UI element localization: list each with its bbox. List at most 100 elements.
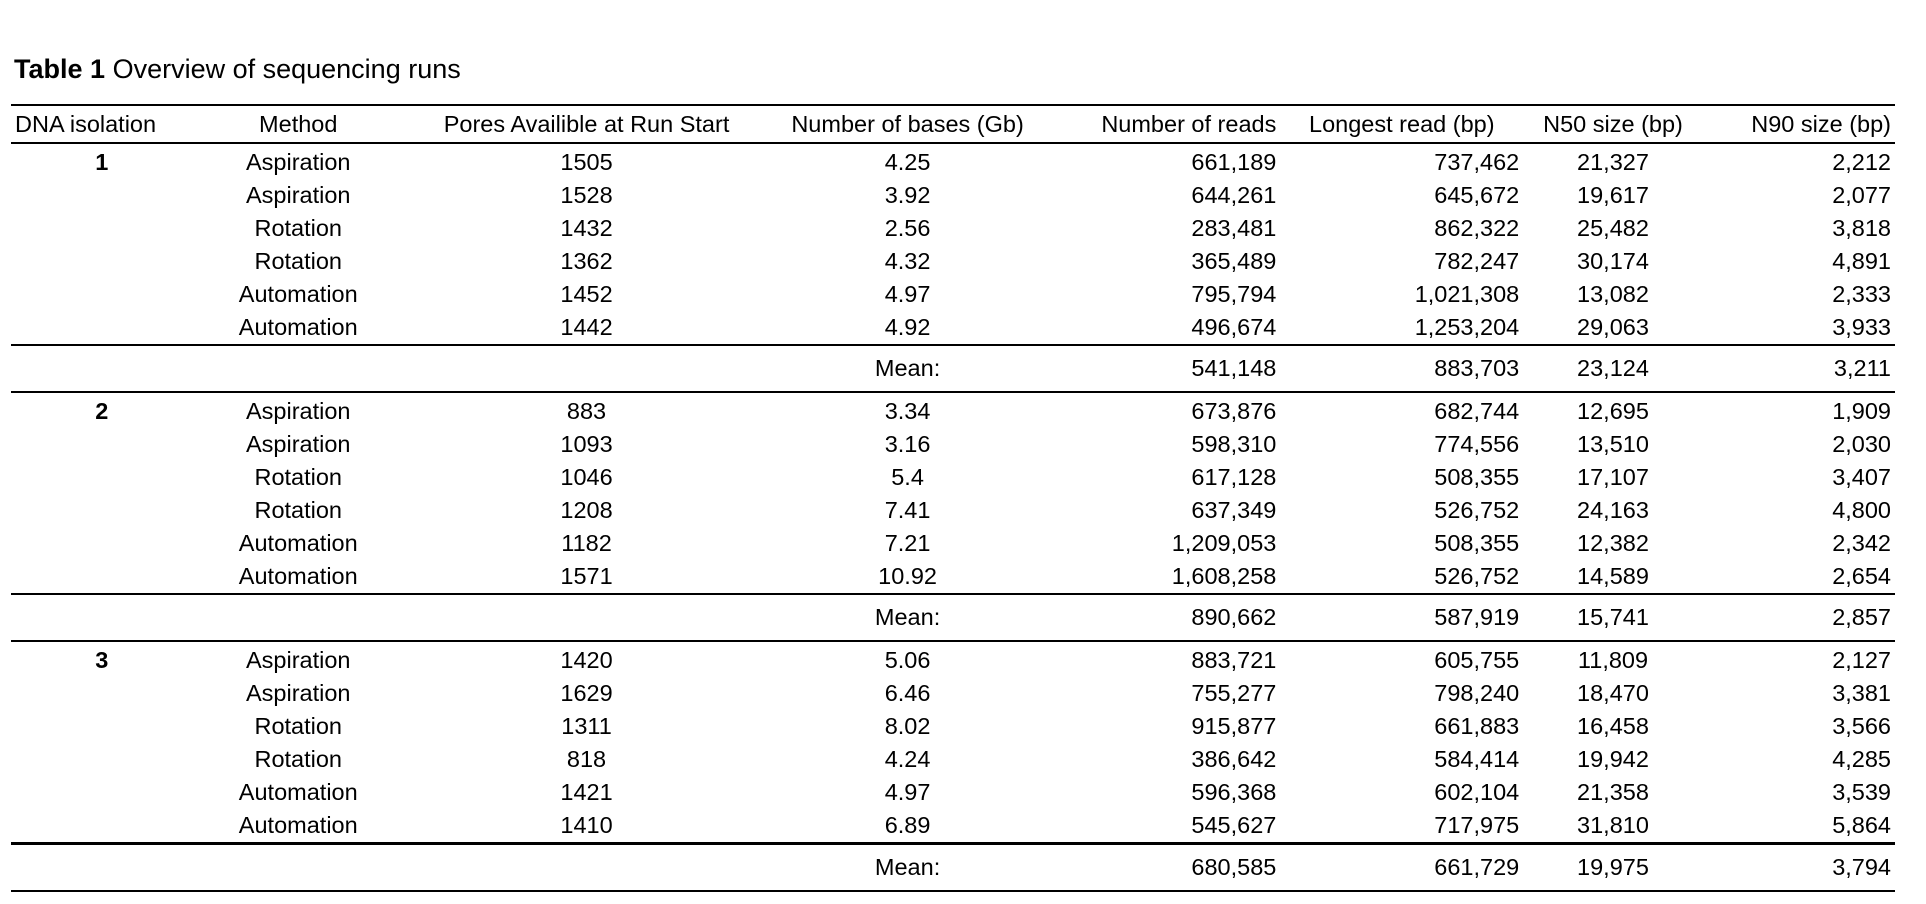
n90-cell: 3,818 <box>1832 215 1891 241</box>
mean-blank <box>192 842 404 892</box>
pores-cell: 1362 <box>560 248 613 274</box>
n90-cell: 3,381 <box>1832 680 1891 706</box>
isolation-blank <box>11 527 193 560</box>
mean-row: Mean: 680,585 661,729 19,975 3,794 <box>11 842 1895 892</box>
mean-n50: 15,741 <box>1523 593 1703 642</box>
bases-cell: 4.97 <box>884 281 931 307</box>
reads-cell: 496,674 <box>1191 314 1277 340</box>
table-row: Rotation 1046 5.4 617,128 508,355 17,107… <box>11 461 1895 494</box>
isolation-group-2: 2 Aspiration 883 3.34 673,876 682,744 12… <box>11 392 1895 642</box>
bases-cell: 4.24 <box>884 746 931 772</box>
table-row: Automation 1182 7.21 1,209,053 508,355 1… <box>11 527 1895 560</box>
longest-read-cell: 602,104 <box>1434 779 1520 805</box>
table-row: 1 Aspiration 1505 4.25 661,189 737,462 2… <box>11 143 1895 179</box>
mean-longest-read: 883,703 <box>1280 344 1524 393</box>
isolation-blank <box>11 677 193 710</box>
n50-cell: 31,810 <box>1577 812 1649 838</box>
isolation-blank <box>11 212 193 245</box>
isolation-blank <box>11 245 193 278</box>
bases-cell: 4.97 <box>884 779 931 805</box>
longest-read-cell: 526,752 <box>1434 563 1520 589</box>
n50-cell: 30,174 <box>1577 248 1649 274</box>
longest-read-cell: 862,322 <box>1434 215 1520 241</box>
column-header-longest-read: Longest read (bp) <box>1280 104 1524 144</box>
n90-cell: 5,864 <box>1832 812 1891 838</box>
n90-cell: 3,407 <box>1832 464 1891 490</box>
mean-row: Mean: 890,662 587,919 15,741 2,857 <box>11 593 1895 642</box>
n50-cell: 29,063 <box>1577 314 1649 340</box>
mean-blank <box>403 344 770 393</box>
n90-cell: 1,909 <box>1832 398 1891 424</box>
isolation-blank <box>11 743 193 776</box>
mean-n50: 19,975 <box>1523 842 1703 892</box>
n50-cell: 19,617 <box>1577 182 1649 208</box>
n50-cell: 13,082 <box>1577 281 1649 307</box>
reads-cell: 755,277 <box>1191 680 1277 706</box>
method-cell: Automation <box>238 281 358 307</box>
table-row: Rotation 1208 7.41 637,349 526,752 24,16… <box>11 494 1895 527</box>
n90-cell: 2,654 <box>1832 563 1891 589</box>
isolation-number: 1 <box>95 149 109 175</box>
reads-cell: 365,489 <box>1191 248 1277 274</box>
reads-cell: 283,481 <box>1191 215 1277 241</box>
table-row: 2 Aspiration 883 3.34 673,876 682,744 12… <box>11 392 1895 428</box>
bases-cell: 10.92 <box>878 563 937 589</box>
pores-cell: 1528 <box>560 182 613 208</box>
n90-cell: 4,891 <box>1832 248 1891 274</box>
method-cell: Rotation <box>254 464 342 490</box>
n50-cell: 11,809 <box>1577 647 1649 673</box>
bases-cell: 6.89 <box>884 812 931 838</box>
method-cell: Aspiration <box>245 680 351 706</box>
bases-cell: 3.92 <box>884 182 931 208</box>
n50-cell: 18,470 <box>1577 680 1649 706</box>
bases-cell: 4.92 <box>884 314 931 340</box>
mean-n90: 3,211 <box>1702 344 1895 393</box>
mean-longest-read: 587,919 <box>1280 593 1524 642</box>
mean-row: Mean: 541,148 883,703 23,124 3,211 <box>11 344 1895 393</box>
method-cell: Rotation <box>254 713 342 739</box>
method-cell: Aspiration <box>245 431 351 457</box>
longest-read-cell: 508,355 <box>1434 530 1520 556</box>
isolation-number: 3 <box>95 647 109 673</box>
pores-cell: 1182 <box>561 530 612 556</box>
n90-cell: 3,566 <box>1832 713 1891 739</box>
table-row: Automation 1410 6.89 545,627 717,975 31,… <box>11 809 1895 844</box>
isolation-blank <box>11 311 193 345</box>
column-header-method: Method <box>192 104 404 144</box>
mean-longest-read: 661,729 <box>1280 842 1524 892</box>
pores-cell: 1505 <box>560 149 613 175</box>
n90-cell: 4,285 <box>1832 746 1891 772</box>
header-row: DNA isolation Method Pores Availible at … <box>11 104 1895 144</box>
mean-n50: 23,124 <box>1523 344 1703 393</box>
longest-read-cell: 682,744 <box>1434 398 1520 424</box>
bases-cell: 4.32 <box>884 248 931 274</box>
longest-read-cell: 798,240 <box>1434 680 1520 706</box>
reads-cell: 596,368 <box>1191 779 1277 805</box>
bases-cell: 5.4 <box>891 464 924 490</box>
isolation-group-1: 1 Aspiration 1505 4.25 661,189 737,462 2… <box>11 143 1895 393</box>
isolation-number: 2 <box>95 398 109 424</box>
table-row: Aspiration 1528 3.92 644,261 645,672 19,… <box>11 179 1895 212</box>
mean-reads: 680,585 <box>1045 842 1281 892</box>
column-header-n50: N50 size (bp) <box>1523 104 1703 144</box>
isolation-blank <box>11 494 193 527</box>
bases-cell: 5.06 <box>884 647 931 673</box>
pores-cell: 1452 <box>560 281 613 307</box>
table-header: DNA isolation Method Pores Availible at … <box>11 104 1895 144</box>
bases-cell: 8.02 <box>884 713 931 739</box>
pores-cell: 1420 <box>560 647 613 673</box>
isolation-blank <box>11 278 193 311</box>
n50-cell: 14,589 <box>1577 563 1649 589</box>
n90-cell: 2,212 <box>1832 149 1891 175</box>
column-header-n90: N90 size (bp) <box>1702 104 1895 144</box>
pores-cell: 818 <box>566 746 607 772</box>
table-row: Rotation 818 4.24 386,642 584,414 19,942… <box>11 743 1895 776</box>
pores-cell: 883 <box>566 398 607 424</box>
longest-read-cell: 605,755 <box>1434 647 1520 673</box>
reads-cell: 673,876 <box>1191 398 1277 424</box>
isolation-blank <box>11 560 193 594</box>
n50-cell: 21,358 <box>1577 779 1649 805</box>
reads-cell: 545,627 <box>1191 812 1277 838</box>
pores-cell: 1442 <box>560 314 613 340</box>
bases-cell: 2.56 <box>884 215 931 241</box>
